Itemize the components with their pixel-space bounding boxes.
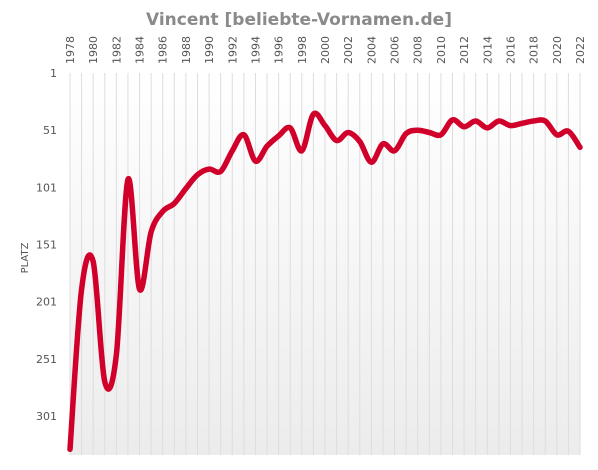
x-tick-label: 1996 bbox=[273, 36, 286, 64]
x-tick-label: 2000 bbox=[319, 36, 332, 64]
x-tick-label: 2006 bbox=[389, 36, 402, 64]
x-tick-label: 1998 bbox=[296, 36, 309, 64]
y-tick-label: 101 bbox=[36, 181, 57, 194]
x-tick-label: 1982 bbox=[110, 36, 123, 64]
x-axis-ticks: 1978 1980 1982 1984 1986 1988 1990 1992 1994 1996… bbox=[64, 36, 587, 64]
x-tick-label: 1994 bbox=[249, 36, 262, 64]
y-tick-label: 201 bbox=[36, 296, 57, 309]
x-tick-label: 2012 bbox=[458, 36, 471, 64]
x-tick-label: 1990 bbox=[203, 36, 216, 64]
y-axis-label: PLATZ bbox=[20, 242, 31, 273]
chart-title: Vincent [beliebte-Vornamen.de] bbox=[146, 10, 452, 30]
x-tick-label: 2002 bbox=[342, 36, 355, 64]
x-tick-label: 1978 bbox=[64, 36, 77, 64]
y-tick-label: 301 bbox=[36, 410, 57, 423]
y-tick-label: 1 bbox=[50, 67, 57, 80]
x-tick-label: 2016 bbox=[504, 36, 517, 64]
x-tick-label: 2014 bbox=[481, 36, 494, 64]
x-tick-label: 2010 bbox=[435, 36, 448, 64]
x-tick-label: 1988 bbox=[180, 36, 193, 64]
x-grid-lines bbox=[69, 73, 581, 455]
x-tick-label: 2004 bbox=[365, 36, 378, 64]
x-tick-label: 1992 bbox=[226, 36, 239, 64]
x-tick-label: 2008 bbox=[412, 36, 425, 64]
x-tick-label: 2022 bbox=[574, 36, 587, 64]
y-tick-label: 251 bbox=[36, 353, 57, 366]
y-tick-label: 51 bbox=[43, 124, 57, 137]
y-tick-label: 151 bbox=[36, 239, 57, 252]
x-tick-label: 1980 bbox=[87, 36, 100, 64]
x-tick-label: 2018 bbox=[528, 36, 541, 64]
rank-series-line bbox=[67, 110, 583, 453]
x-tick-label: 1984 bbox=[134, 36, 147, 64]
x-tick-label: 2020 bbox=[551, 36, 564, 64]
x-tick-label: 1986 bbox=[157, 36, 170, 64]
